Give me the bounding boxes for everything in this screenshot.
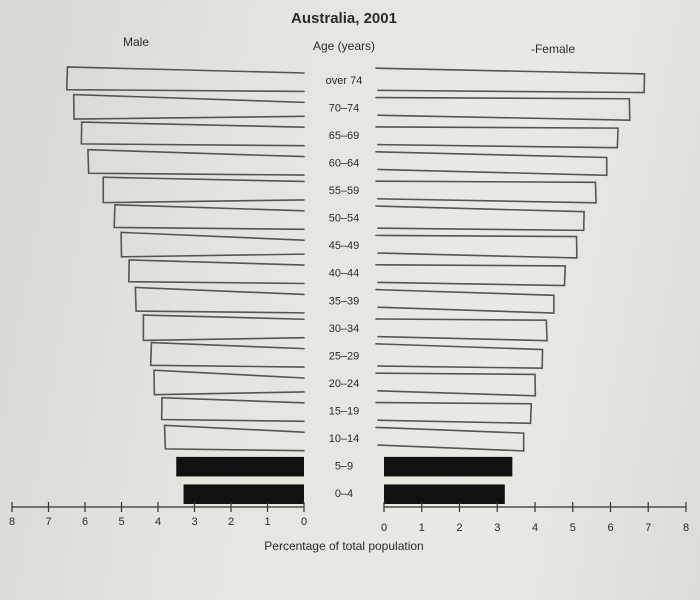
male-bar: [80, 121, 305, 147]
female-bar: [375, 288, 555, 314]
age-label: 50–54: [329, 213, 360, 225]
x-tick-label: 5: [118, 516, 124, 528]
age-label: 35–39: [329, 295, 360, 307]
age-label: 5–9: [335, 461, 353, 473]
male-bar: [176, 456, 304, 477]
female-bar: [375, 96, 631, 121]
age-label: 45–49: [329, 240, 360, 252]
female-bar: [375, 126, 619, 149]
x-tick-label: 3: [494, 522, 500, 534]
age-label: 30–34: [329, 323, 360, 335]
female-bar: [375, 263, 567, 287]
male-bar: [127, 259, 305, 285]
female-bar: [384, 456, 513, 477]
female-bar: [384, 484, 505, 504]
female-bar: [375, 205, 585, 232]
age-label: 55–59: [329, 185, 360, 197]
x-tick-label: 1: [264, 516, 270, 528]
age-label: 70–74: [329, 102, 360, 114]
x-tick-label: 6: [82, 516, 88, 528]
age-label: 40–44: [329, 268, 360, 280]
age-axis-label: Age (years): [313, 39, 375, 53]
x-tick-label: 8: [9, 516, 15, 528]
age-label: 0–4: [335, 488, 353, 500]
male-bar: [134, 286, 305, 314]
male-bar: [142, 314, 305, 342]
male-bar: [163, 424, 305, 452]
x-tick-label: 2: [228, 516, 234, 528]
female-bar: [375, 401, 533, 425]
male-bar: [153, 369, 305, 396]
male-bar: [149, 341, 305, 368]
x-tick-label: 5: [570, 522, 576, 534]
age-label: 10–14: [329, 433, 360, 445]
age-labels-group: over 74 70–74 65–69 60–64 55–59 50–54 45–49 40–…: [326, 75, 363, 500]
male-bar: [183, 484, 304, 504]
age-label: 20–24: [329, 378, 360, 390]
age-label: 15–19: [329, 406, 360, 418]
age-label: over 74: [326, 75, 363, 87]
x-tick-label: 4: [155, 516, 161, 528]
age-label: 25–29: [329, 350, 360, 362]
age-label: 65–69: [329, 130, 360, 142]
male-bar: [160, 396, 305, 423]
male-label: Male: [123, 35, 149, 49]
age-label: 60–64: [329, 157, 360, 169]
male-bar: [87, 148, 305, 176]
male-bar: [72, 93, 305, 120]
female-bar: [375, 318, 548, 342]
female-bar: [375, 67, 646, 94]
male-bar: [65, 66, 305, 93]
x-tick-label: 6: [607, 522, 613, 534]
bars-group: [65, 66, 646, 504]
x-tick-label: 0: [301, 516, 307, 528]
female-bar: [375, 372, 537, 397]
x-tick-label: 2: [456, 522, 462, 534]
female-bar: [375, 180, 597, 204]
chart-title: Australia, 2001: [291, 10, 397, 27]
female-bar: [375, 343, 544, 369]
male-bar: [113, 203, 305, 231]
female-label: -Female: [531, 42, 575, 56]
x-tick-label: 7: [645, 522, 651, 534]
x-tick-label: 8: [683, 522, 689, 534]
x-tick-label: 4: [532, 522, 538, 534]
male-bar: [102, 176, 305, 204]
x-ticks-group: 8 7 6 5 4 3 2 1 0 0 1 2 3 4 5 6 7 8: [9, 502, 689, 534]
x-axis-title: Percentage of total population: [264, 539, 423, 553]
male-bar: [120, 231, 305, 258]
x-tick-label: 3: [191, 516, 197, 528]
x-tick-label: 0: [381, 522, 387, 534]
female-bar: [375, 234, 578, 259]
x-tick-label: 1: [419, 522, 425, 534]
female-bar: [375, 150, 608, 177]
x-tick-label: 7: [45, 516, 51, 528]
female-bar: [375, 426, 525, 452]
